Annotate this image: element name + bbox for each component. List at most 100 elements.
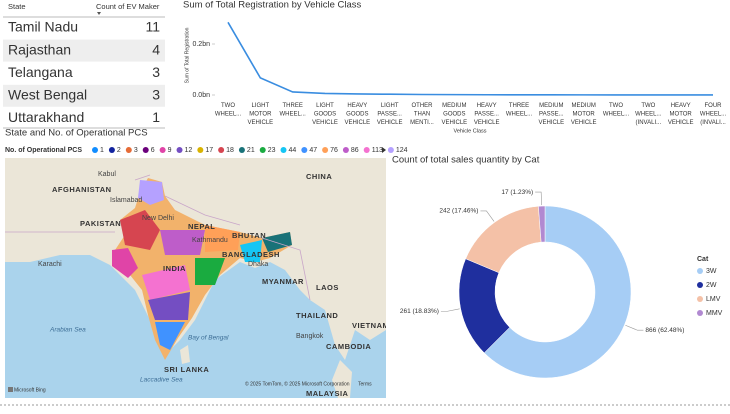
place-label: VIETNAM bbox=[352, 321, 389, 330]
legend-label[interactable]: 23 bbox=[268, 147, 276, 154]
legend-label[interactable]: 6 bbox=[151, 147, 155, 154]
x-tick-label: MEDIUM GOODS VEHICLE bbox=[441, 103, 467, 126]
legend-label[interactable]: 113 bbox=[372, 147, 383, 154]
legend-label[interactable]: 21 bbox=[247, 147, 255, 154]
legend-label[interactable]: 86 bbox=[351, 147, 359, 154]
place-label: Bay of Bengal bbox=[188, 335, 229, 342]
legend-dot[interactable] bbox=[159, 147, 166, 153]
data-label: 261 (18.83%) bbox=[400, 308, 439, 315]
legend-dot[interactable] bbox=[176, 147, 183, 153]
cell[interactable]: 1 bbox=[152, 109, 160, 125]
data-label: 242 (17.46%) bbox=[439, 208, 478, 215]
state bbox=[148, 292, 190, 320]
table: State Count of EV Maker Tamil Nadu 11 Raja… bbox=[3, 2, 165, 129]
legend-dot[interactable] bbox=[322, 147, 329, 153]
state bbox=[240, 240, 262, 262]
y-tick-label: 0.2bn bbox=[192, 41, 210, 48]
cell[interactable]: Telangana bbox=[8, 64, 73, 80]
legend-dot[interactable] bbox=[218, 147, 225, 153]
donut-slice[interactable] bbox=[538, 205, 546, 243]
cell[interactable]: 3 bbox=[152, 87, 160, 103]
place-label: MALAYSIA bbox=[306, 389, 349, 398]
leader-line bbox=[625, 324, 644, 331]
brand-icon bbox=[8, 387, 13, 392]
x-tick-label: TWO WHEEL... bbox=[603, 103, 630, 118]
legend-label[interactable]: 124 bbox=[396, 147, 408, 154]
cell[interactable]: 11 bbox=[145, 19, 160, 35]
legend-title: Cat bbox=[697, 256, 709, 263]
legend-dot[interactable] bbox=[697, 268, 703, 274]
leader-line bbox=[440, 308, 460, 312]
legend-dot[interactable] bbox=[697, 282, 703, 288]
legend-dot[interactable] bbox=[697, 310, 703, 316]
place-label: Laccadive Sea bbox=[140, 377, 183, 384]
legend-label[interactable]: 76 bbox=[330, 147, 338, 154]
place-label: LAOS bbox=[316, 283, 339, 292]
legend-label[interactable]: 12 bbox=[185, 147, 193, 154]
legend-label[interactable]: 3 bbox=[134, 147, 138, 154]
place-label: New Delhi bbox=[142, 215, 174, 222]
x-tick-label: FOUR WHEEL... (INVALI... bbox=[700, 103, 727, 126]
legend-label[interactable]: MMV bbox=[706, 310, 723, 317]
land bbox=[332, 360, 352, 398]
leader-line bbox=[480, 210, 495, 222]
cell[interactable]: Rajasthan bbox=[8, 41, 71, 57]
x-tick-label: HEAVY MOTOR VEHICLE bbox=[668, 103, 694, 126]
legend-dot[interactable] bbox=[238, 147, 245, 153]
x-tick-label: MEDIUM PASSE... VEHICLE bbox=[538, 103, 564, 126]
table-header[interactable]: State bbox=[8, 2, 26, 11]
legend-label[interactable]: 17 bbox=[205, 147, 213, 154]
x-tick-label: TWO WHEEL... bbox=[215, 103, 242, 118]
donut-slice[interactable] bbox=[483, 205, 632, 379]
place-label: NEPAL bbox=[188, 222, 215, 231]
legend-dot[interactable] bbox=[301, 147, 308, 153]
cell[interactable]: 4 bbox=[152, 41, 160, 57]
place-label: Kabul bbox=[98, 171, 116, 178]
cell[interactable]: 3 bbox=[152, 64, 160, 80]
legend-dot[interactable] bbox=[363, 147, 370, 153]
place-label: Dhaka bbox=[248, 261, 268, 268]
x-tick-label: MEDIUM MOTOR VEHICLE bbox=[571, 103, 597, 126]
terms-link[interactable]: Terms bbox=[358, 381, 372, 387]
place-label: SRI LANKA bbox=[164, 365, 209, 374]
legend-dot[interactable] bbox=[197, 147, 204, 153]
legend-dot[interactable] bbox=[92, 147, 98, 153]
legend-dot[interactable] bbox=[259, 147, 266, 153]
legend-label[interactable]: 1 bbox=[100, 147, 104, 154]
place-label: Arabian Sea bbox=[49, 327, 86, 334]
place-label: Islamabad bbox=[110, 197, 142, 204]
legend-dot[interactable] bbox=[125, 147, 132, 153]
legend-dot[interactable] bbox=[142, 147, 149, 153]
legend-label[interactable]: LMV bbox=[706, 296, 721, 303]
legend-label[interactable]: 47 bbox=[309, 147, 317, 154]
legend-label[interactable]: 2 bbox=[117, 147, 121, 154]
cell[interactable]: Uttarakhand bbox=[8, 109, 84, 125]
legend-dot[interactable] bbox=[387, 147, 394, 153]
x-tick-label: TWO WHEEL... (INVALI... bbox=[635, 103, 662, 126]
legend-scroll[interactable] bbox=[382, 147, 386, 153]
border bbox=[5, 174, 311, 301]
legend-label[interactable]: 9 bbox=[168, 147, 172, 154]
legend-label[interactable]: 3W bbox=[706, 268, 717, 275]
legend-label[interactable]: 18 bbox=[226, 147, 234, 154]
state bbox=[205, 225, 240, 252]
sort-icon[interactable] bbox=[97, 12, 101, 15]
data-label: 17 (1.23%) bbox=[501, 189, 533, 196]
legend-dot[interactable] bbox=[108, 147, 115, 153]
legend-dot[interactable] bbox=[342, 147, 349, 153]
cell[interactable]: Tamil Nadu bbox=[8, 19, 78, 35]
state bbox=[112, 248, 138, 278]
y-axis-title: Sum of Total Registration bbox=[184, 27, 190, 83]
legend-dot[interactable] bbox=[280, 147, 287, 153]
x-tick-label: THREE WHEEL... bbox=[279, 103, 306, 118]
x-tick-label: LIGHT PASSE... VEHICLE bbox=[377, 103, 403, 126]
place-label: THAILAND bbox=[296, 311, 338, 320]
brand: Microsoft Bing bbox=[14, 387, 46, 393]
cell[interactable]: West Bengal bbox=[8, 87, 87, 103]
legend-label[interactable]: 44 bbox=[289, 147, 297, 154]
legend-dot[interactable] bbox=[697, 296, 703, 302]
table-header[interactable]: Count of EV Maker bbox=[96, 2, 160, 11]
legend-label[interactable]: 2W bbox=[706, 282, 717, 289]
place-label: CHINA bbox=[306, 172, 332, 181]
place-label: CAMBODIA bbox=[326, 342, 371, 351]
